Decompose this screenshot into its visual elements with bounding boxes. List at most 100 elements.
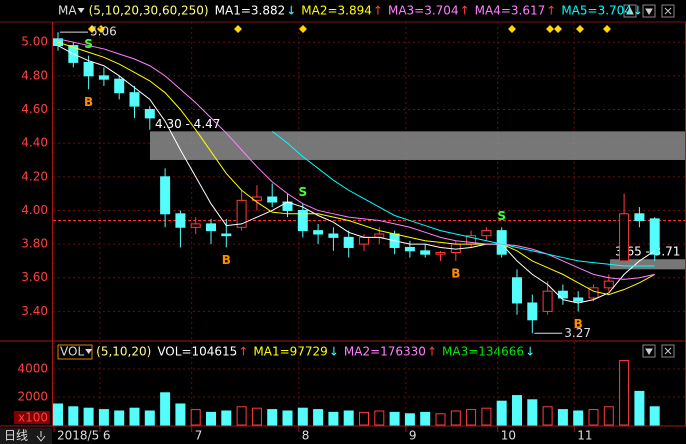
candle-body [404, 246, 415, 252]
candle-body [83, 61, 94, 77]
indicator-arrow: ↓ [633, 4, 643, 18]
price-range-band [610, 259, 685, 270]
volume-bar [359, 411, 369, 426]
volume-bar [404, 413, 415, 426]
volume-bar [160, 392, 171, 426]
volume-bar [53, 403, 63, 426]
volume-bar [68, 406, 79, 426]
volume-bar [343, 410, 354, 426]
dropdown-arrow [85, 349, 93, 354]
candle-body [114, 78, 125, 94]
y-tick-label: 3.40 [21, 304, 48, 318]
candle-body [512, 277, 522, 304]
trade-signal: S [84, 37, 93, 51]
candle-body [420, 250, 431, 255]
candle-body [374, 233, 385, 238]
y-tick-label: 3.80 [21, 237, 48, 251]
volume-bar [389, 411, 400, 426]
volume-bar [450, 410, 461, 426]
volume-bar [206, 411, 216, 426]
volume-bar [297, 407, 308, 426]
volume-bar [236, 406, 247, 426]
indicator-value: MA5=3.704 [561, 4, 632, 18]
y-tick-label: 4.80 [21, 68, 48, 82]
candle-body [343, 236, 354, 248]
ma-line [57, 45, 655, 304]
candle-body [129, 92, 140, 107]
unit-box [14, 411, 50, 424]
indicator-box [57, 344, 93, 360]
indicator-value: MA4=3.617 [475, 4, 546, 18]
volume-bar [267, 409, 278, 426]
candle-body [144, 108, 155, 119]
volume-bar [649, 406, 660, 426]
candle-body [206, 223, 216, 232]
candle-body [98, 75, 109, 80]
y-tick-label: 4000 [17, 361, 48, 375]
volume-bar [542, 406, 553, 426]
event-icon[interactable] [88, 25, 611, 33]
indicator-name: VOL [60, 345, 84, 359]
x-tick-label: 9 [409, 429, 417, 443]
button[interactable] [661, 4, 675, 18]
band-label: 4.30 - 4.47 [155, 117, 220, 131]
volume-bar [374, 410, 385, 426]
trade-signal: B [574, 317, 583, 331]
candle-body [542, 290, 553, 312]
unit-label: x100 [18, 411, 48, 425]
volume-bar [619, 360, 630, 426]
button[interactable] [642, 4, 656, 18]
indicator-arrow: ↑ [546, 4, 556, 18]
candle-body [573, 297, 584, 302]
y-tick-label: 2000 [17, 389, 48, 403]
x-tick-label: 10 [501, 429, 516, 443]
extreme-label: 5.06 [90, 25, 117, 39]
event-icons [88, 25, 611, 33]
y-tick-label: 4.00 [21, 203, 48, 217]
candle-body [649, 218, 660, 255]
volume-bar [282, 410, 293, 426]
button[interactable] [623, 4, 637, 18]
button[interactable] [642, 344, 656, 358]
button-icons [645, 347, 672, 355]
extreme-label: 3.27 [564, 326, 591, 340]
volume-bar [129, 407, 140, 426]
y-tick-label: 5.00 [21, 35, 48, 49]
indicator-value: MA2=176330 [344, 345, 426, 359]
volume-bar [313, 409, 324, 426]
period-tab[interactable] [0, 428, 52, 444]
candle-body [221, 233, 232, 237]
indicator-value: MA1=97729 [253, 345, 327, 359]
y-tick-label: 4.60 [21, 102, 48, 116]
x-tick-label: 6 [103, 429, 111, 443]
indicator-value: VOL=104615 [157, 345, 237, 359]
volume-bar [175, 403, 186, 426]
candle-body [435, 252, 446, 255]
x-tick-label: 11 [577, 429, 592, 443]
price-range-band [150, 131, 685, 160]
candle-body [328, 233, 339, 238]
x-tick-label: 8 [302, 429, 310, 443]
volume-bar [557, 409, 568, 426]
trade-signal: B [222, 253, 231, 267]
y-tick-label: 4.40 [21, 136, 48, 150]
candle-body [160, 176, 171, 215]
volume-bar [114, 410, 125, 426]
volume-bar [466, 409, 477, 426]
indicator-params: (5,10,20) [96, 345, 151, 359]
x-tick-label: 2018/5 [57, 429, 99, 443]
volume-bar [496, 400, 507, 426]
candle-body [588, 287, 599, 299]
ma-line [57, 41, 655, 296]
candle-body [619, 213, 630, 262]
trade-signal: B [451, 266, 460, 280]
candle-body [527, 302, 538, 321]
candle-body [175, 213, 186, 228]
volume-bar [512, 395, 522, 426]
candle-body [359, 236, 369, 245]
button-icons [626, 6, 672, 15]
volume-bar [634, 390, 645, 426]
candle-body [297, 209, 308, 232]
button[interactable] [661, 344, 675, 358]
y-tick-label: 4.20 [21, 169, 48, 183]
